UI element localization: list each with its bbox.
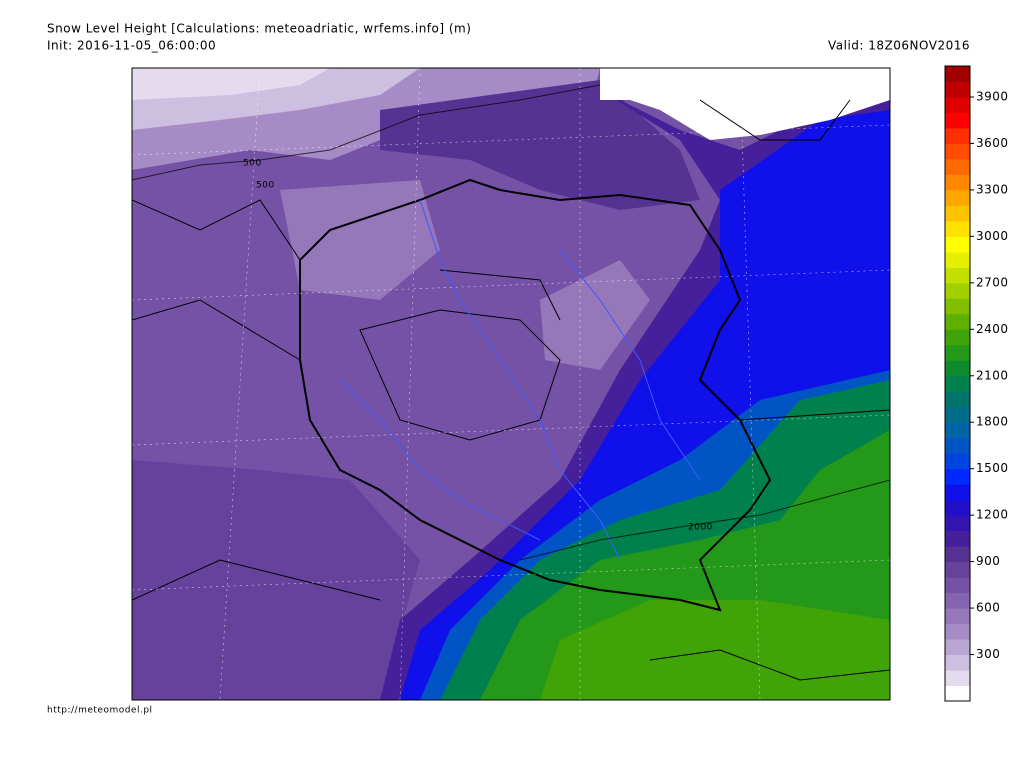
colorbar-swatch	[945, 391, 970, 408]
colorbar-tick-label: 600	[976, 601, 1000, 615]
colorbar-swatch	[945, 344, 970, 361]
colorbar-swatch	[945, 127, 970, 144]
colorbar-tick-label: 900	[976, 554, 1000, 568]
colorbar-swatch	[945, 81, 970, 98]
contours	[132, 84, 890, 561]
colorbar-swatch	[945, 515, 970, 532]
colorbar-swatch	[945, 282, 970, 299]
contour-label: 500	[256, 181, 275, 191]
colorbar-swatch	[945, 189, 970, 206]
valid-time: Valid: 18Z06NOV2016	[828, 39, 970, 53]
colorbar-swatch	[945, 453, 970, 470]
colorbar-tick-label: 3300	[976, 182, 1009, 196]
colorbar-swatch	[945, 329, 970, 346]
colorbar-swatch	[945, 546, 970, 563]
colorbar-swatch	[945, 608, 970, 625]
init-time: Init: 2016-11-05_06:00:00	[47, 39, 216, 53]
colorbar-swatch	[945, 530, 970, 547]
map-frame	[131, 67, 891, 701]
colorbar-swatch	[945, 654, 970, 671]
map: 500 500 2000	[131, 67, 891, 701]
area-white	[600, 68, 890, 140]
colorbar-tick-label: 1500	[976, 461, 1009, 475]
rivers	[339, 199, 701, 561]
area-light-2	[280, 180, 440, 300]
colorbar-swatch	[945, 375, 970, 392]
colorbar-swatch	[945, 112, 970, 129]
colorbar-swatch	[945, 158, 970, 175]
area-dark	[380, 80, 700, 210]
colorbar-swatch	[945, 251, 970, 268]
colorbar-tick-label: 1800	[976, 415, 1009, 429]
regions	[132, 99, 890, 681]
colorbar-tick-label: 300	[976, 647, 1000, 661]
colorbar-swatch	[945, 592, 970, 609]
colorbar-swatch	[945, 220, 970, 237]
title: Snow Level Height [Calculations: meteoad…	[47, 22, 471, 36]
colorbar-swatch	[945, 66, 970, 82]
colorbar-swatch	[945, 143, 970, 160]
graticule	[132, 68, 890, 700]
colorbar-tick-label: 3900	[976, 89, 1009, 103]
colorbar-swatch	[945, 685, 970, 702]
contour-label: 2000	[688, 523, 713, 533]
colorbar-swatch	[945, 313, 970, 330]
area-lightest	[132, 68, 330, 100]
colorbar-swatch	[945, 174, 970, 191]
colorbar-swatch	[945, 236, 970, 253]
footer-url: http://meteomodel.pl	[47, 706, 153, 716]
colorbar-tick-label: 1200	[976, 508, 1009, 522]
colorbar-swatch	[945, 484, 970, 501]
colorbar-swatch	[945, 360, 970, 377]
colorbar-swatch	[945, 623, 970, 640]
colorbar-swatch	[945, 205, 970, 222]
colorbar-swatch	[945, 298, 970, 315]
colorbar-tick-label: 3000	[976, 229, 1009, 243]
colorbar-swatch	[945, 670, 970, 687]
colorbar-frame	[944, 65, 971, 702]
colorbar-swatch	[945, 422, 970, 439]
colorbar-swatch	[945, 639, 970, 656]
contour-label: 500	[243, 159, 262, 169]
borders	[299, 178, 772, 612]
band-light-green	[540, 600, 890, 700]
area-dark-2	[132, 460, 420, 700]
colorbar-swatch	[945, 267, 970, 284]
colorbar-tick-label: 2700	[976, 275, 1009, 289]
colorbar-tick-label: 3600	[976, 136, 1009, 150]
colorbar-swatch	[945, 437, 970, 454]
colorbar-swatch	[945, 561, 970, 578]
colorbar-swatch	[945, 96, 970, 113]
colorbar-swatch	[945, 577, 970, 594]
colorbar: 300 600 900 1200 1500 1800 2100 2400 2700 3000 330…	[944, 65, 1009, 702]
colorbar-tick-label: 2100	[976, 368, 1009, 382]
area-light-3	[540, 260, 650, 370]
colorbar-swatch	[945, 499, 970, 516]
colorbar-swatch	[945, 468, 970, 485]
colorbar-tick-label: 2400	[976, 322, 1009, 336]
colorbar-swatch	[945, 406, 970, 423]
